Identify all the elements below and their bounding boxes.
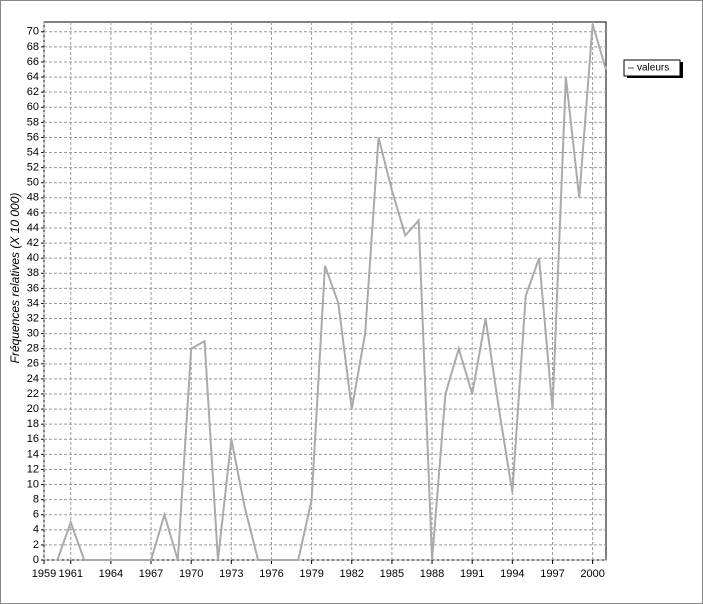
x-tick-label: 1997 [540,568,564,580]
y-tick-label: 60 [27,101,39,113]
y-tick-label: 50 [27,177,39,189]
y-tick-label: 28 [27,343,39,355]
x-tick-label: 1973 [219,568,243,580]
x-tick-label: 1970 [179,568,203,580]
y-tick-label: 22 [27,388,39,400]
x-tick-label: 2000 [580,568,604,580]
y-tick-label: 36 [27,282,39,294]
x-tick-label: 1985 [380,568,404,580]
y-tick-label: 58 [27,116,39,128]
x-tick-label: 1994 [500,568,524,580]
y-tick-label: 24 [27,373,39,385]
y-tick-label: 0 [33,554,39,566]
y-tick-label: 30 [27,328,39,340]
x-tick-label: 1979 [299,568,323,580]
y-tick-label: 46 [27,207,39,219]
y-tick-label: 62 [27,86,39,98]
y-tick-label: 40 [27,252,39,264]
y-tick-label: 12 [27,463,39,475]
y-tick-label: 56 [27,131,39,143]
y-tick-label: 10 [27,478,39,490]
plot-area [43,21,607,561]
y-tick-label: 44 [27,222,39,234]
x-tick-label: 1988 [420,568,444,580]
y-tick-label: 66 [27,56,39,68]
y-tick-label: 34 [27,297,39,309]
y-tick-label: 52 [27,162,39,174]
y-axis-label: Fréquences relatives (X 10 000) [8,193,22,364]
x-tick-label: 1976 [259,568,283,580]
y-tick-label: 4 [33,524,39,536]
legend-box [623,59,681,77]
x-tick-label: 1967 [139,568,163,580]
line-series [56,23,607,561]
y-tick-label: 20 [27,403,39,415]
y-tick-label: 64 [27,71,39,83]
x-tick-label: 1991 [460,568,484,580]
y-tick-label: 38 [27,267,39,279]
y-tick-label: 54 [27,146,39,158]
y-tick-label: 2 [33,539,39,551]
x-tick-label: 1961 [59,568,83,580]
y-tick-label: 42 [27,237,39,249]
y-tick-label: 14 [27,448,39,460]
y-tick-label: 6 [33,509,39,521]
x-tick-label: 1959 [32,568,56,580]
y-tick-label: 48 [27,192,39,204]
y-tick-label: 18 [27,418,39,430]
y-tick-label: 8 [33,494,39,506]
y-tick-label: 68 [27,41,39,53]
y-tick-label: 16 [27,433,39,445]
legend-label: valeurs [637,63,669,74]
y-tick-label: 26 [27,358,39,370]
y-tick-label: 32 [27,312,39,324]
x-tick-label: 1964 [99,568,123,580]
x-tick-label: 1982 [340,568,364,580]
y-tick-label: 70 [27,26,39,38]
